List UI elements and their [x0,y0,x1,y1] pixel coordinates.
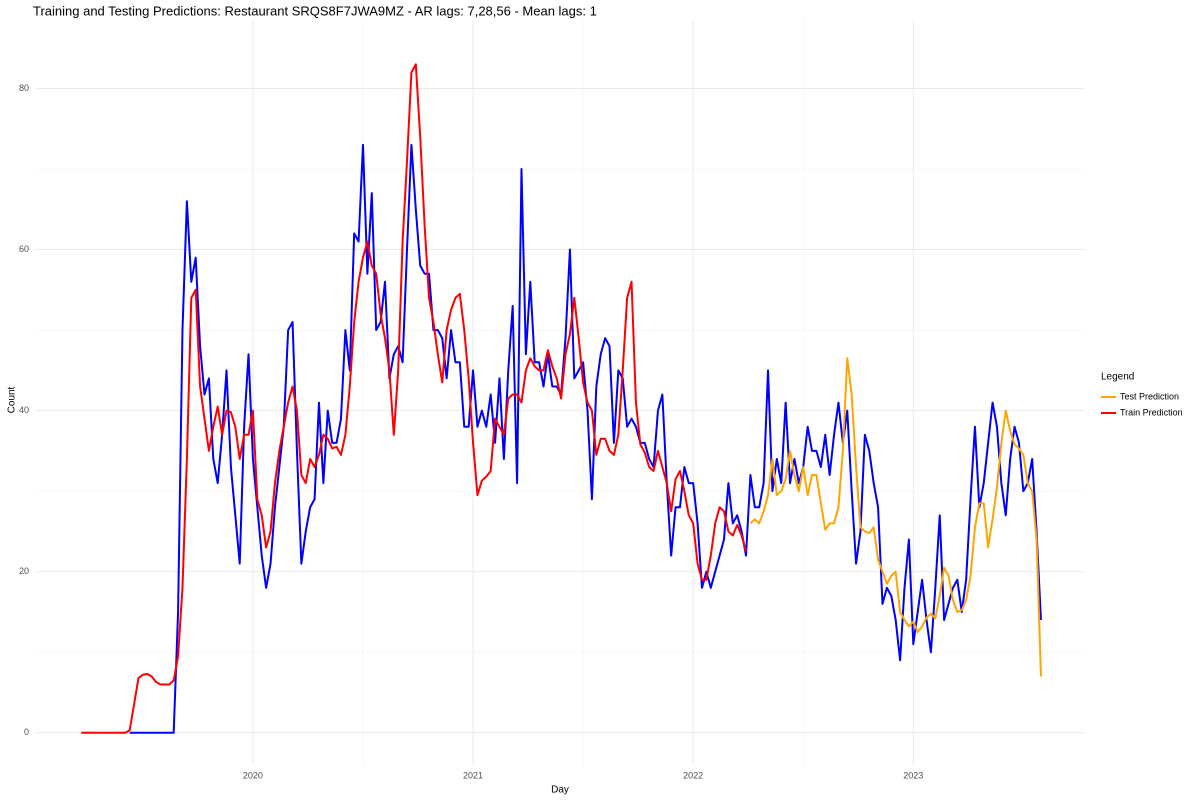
legend-label: Train Prediction [1120,407,1183,417]
legend-title: Legend [1101,372,1134,383]
series-line [749,357,1042,677]
y-tick-label: 20 [19,566,29,576]
y-tick-label: 80 [19,83,29,93]
x-tick-label: 2023 [903,770,923,780]
y-axis-title: Count [7,386,18,413]
y-tick-label: 60 [19,244,29,254]
y-tick-label: 0 [24,727,29,737]
x-tick-label: 2020 [243,770,263,780]
series-line [81,63,747,734]
x-tick-label: 2021 [463,770,483,780]
chart-title: Training and Testing Predictions: Restau… [33,3,597,18]
legend-label: Test Prediction [1120,391,1179,401]
y-tick-label: 40 [19,405,29,415]
x-axis-title: Day [551,785,569,796]
x-tick-label: 2022 [683,770,703,780]
series-line [129,143,1042,734]
